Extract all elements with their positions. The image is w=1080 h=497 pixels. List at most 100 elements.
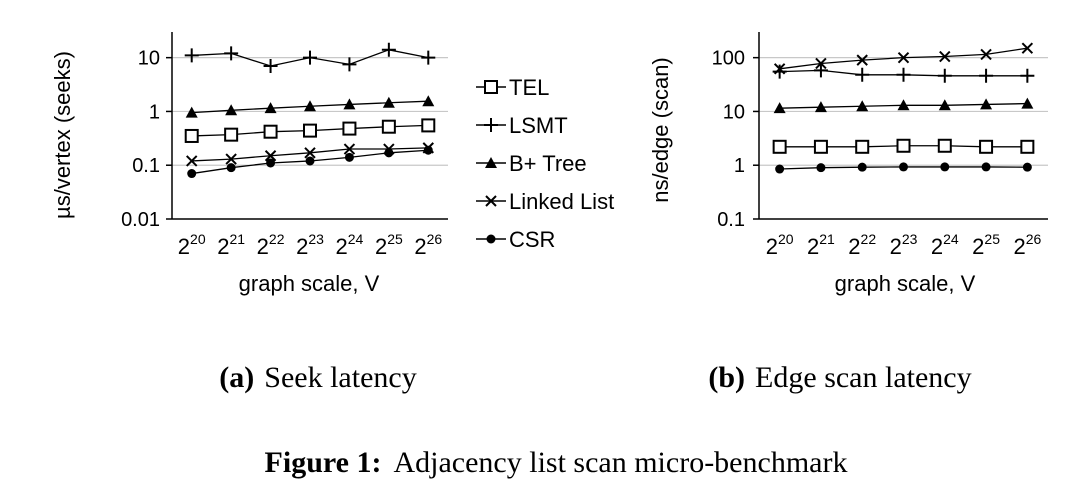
figure-caption-text: Adjacency list scan micro-benchmark xyxy=(393,446,847,479)
data-point xyxy=(896,67,911,82)
data-point xyxy=(423,145,433,155)
legend-item-b-tree: B+ Tree xyxy=(476,151,587,176)
data-point xyxy=(185,106,198,118)
data-point xyxy=(1021,42,1034,54)
y-tick-label: 0.01 xyxy=(121,209,160,231)
x-tick-label: 220 xyxy=(178,231,206,259)
data-point xyxy=(772,139,787,154)
x-tick-base: 2 xyxy=(178,234,190,259)
data-point xyxy=(342,57,357,72)
y-tick-label: 10 xyxy=(138,48,160,70)
series-csr xyxy=(775,162,1032,174)
data-point xyxy=(775,164,785,174)
data-point xyxy=(421,118,436,133)
x-tick-base: 2 xyxy=(972,234,984,259)
data-point xyxy=(939,50,951,63)
x-tick-base: 2 xyxy=(414,234,426,259)
x-tick-base: 2 xyxy=(848,234,860,259)
x-tick-label: 222 xyxy=(848,231,876,259)
data-point xyxy=(1022,162,1032,172)
data-point xyxy=(225,153,237,165)
x-tick-label: 225 xyxy=(972,231,1000,259)
x-tick-exponent: 26 xyxy=(1026,231,1042,247)
data-point xyxy=(979,68,994,83)
x-axis-title: graph scale, V xyxy=(239,271,380,296)
data-point xyxy=(343,98,356,110)
data-point xyxy=(899,162,908,172)
data-point xyxy=(342,121,357,136)
x-tick-exponent: 20 xyxy=(190,231,206,247)
data-point xyxy=(816,163,826,173)
data-point xyxy=(187,169,197,179)
data-point xyxy=(422,95,435,107)
x-tick-exponent: 25 xyxy=(387,231,403,247)
subcaption-text: Seek latency xyxy=(264,361,416,394)
legend-item-csr: CSR xyxy=(476,227,555,252)
data-point xyxy=(264,150,277,162)
data-point xyxy=(304,147,316,159)
data-point xyxy=(855,139,870,154)
x-tick-label: 224 xyxy=(336,231,364,259)
series-tel xyxy=(184,118,436,143)
data-point xyxy=(940,162,950,172)
data-point xyxy=(343,143,356,155)
x-tick-label: 221 xyxy=(807,231,835,259)
x-tick-exponent: 23 xyxy=(902,231,918,247)
legend-label: LSMT xyxy=(509,113,568,138)
y-axis-title: ns/edge (scan) xyxy=(648,57,673,203)
data-point xyxy=(980,48,992,61)
y-tick-label: 0.1 xyxy=(132,155,160,177)
data-point xyxy=(384,148,394,158)
x-tick-exponent: 20 xyxy=(778,231,794,247)
data-point xyxy=(1021,97,1034,109)
legend-marker xyxy=(484,118,498,132)
legend-marker xyxy=(484,80,498,94)
data-point xyxy=(303,123,317,138)
legend: TEL LSMT B+ Tree Linked List CSR xyxy=(476,75,614,252)
data-point xyxy=(186,155,198,167)
x-tick-label: 226 xyxy=(414,231,442,259)
data-point xyxy=(421,50,436,65)
data-point xyxy=(813,63,828,78)
data-point xyxy=(381,119,396,134)
data-point xyxy=(305,156,315,166)
data-point xyxy=(263,124,278,139)
x-tick-exponent: 24 xyxy=(348,231,364,247)
x-tick-base: 2 xyxy=(336,234,348,259)
data-point xyxy=(263,58,278,73)
data-point xyxy=(382,96,395,108)
legend-label: Linked List xyxy=(509,189,614,214)
legend-marker xyxy=(485,195,497,207)
subcaption-label: (a) xyxy=(219,361,254,394)
x-tick-label: 226 xyxy=(1013,231,1041,259)
x-tick-label: 223 xyxy=(890,231,918,259)
x-tick-exponent: 21 xyxy=(229,231,245,247)
x-tick-base: 2 xyxy=(766,234,778,259)
x-axis-title: graph scale, V xyxy=(835,271,976,296)
data-point xyxy=(937,138,952,153)
x-tick-label: 221 xyxy=(217,231,245,259)
data-point xyxy=(304,100,316,112)
data-point xyxy=(381,42,396,57)
x-tick-base: 2 xyxy=(375,234,387,259)
data-point xyxy=(1020,139,1035,154)
x-tick-base: 2 xyxy=(257,234,269,259)
series-b-tree xyxy=(185,95,435,118)
data-point xyxy=(266,158,276,168)
x-tick-label: 222 xyxy=(257,231,285,259)
series-linked-list xyxy=(773,42,1034,75)
data-point xyxy=(897,51,910,64)
data-point xyxy=(856,54,868,66)
data-point xyxy=(979,139,994,154)
data-point xyxy=(980,98,993,110)
data-point xyxy=(772,64,787,79)
y-tick-label: 0.1 xyxy=(717,209,745,231)
x-tick-base: 2 xyxy=(890,234,902,259)
data-point xyxy=(1020,68,1035,83)
data-point xyxy=(344,152,354,162)
series-lsmt xyxy=(772,63,1035,83)
x-tick-exponent: 22 xyxy=(269,231,285,247)
y-tick-label: 100 xyxy=(712,48,745,70)
